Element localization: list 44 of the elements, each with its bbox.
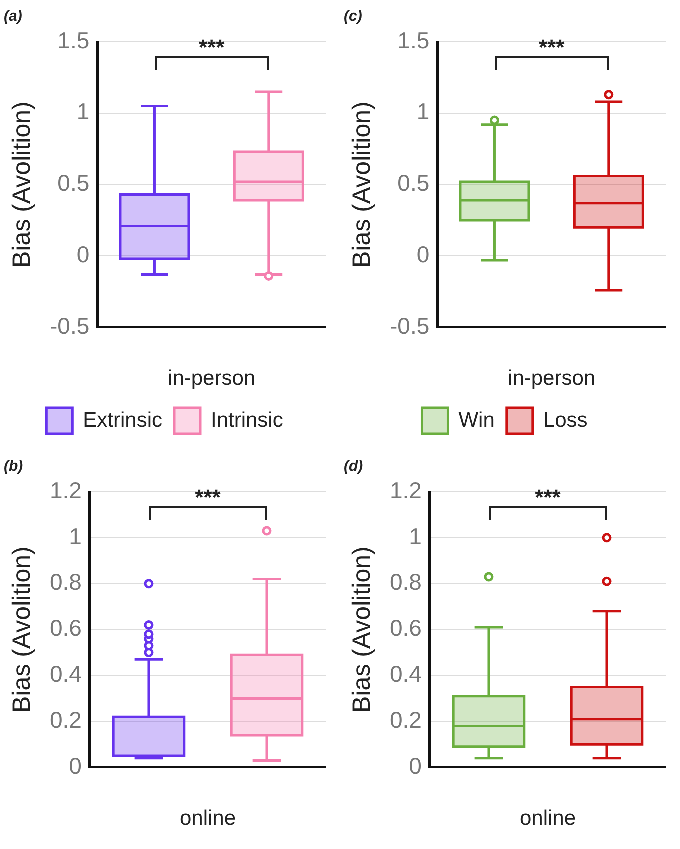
y-axis-title: Bias (Avolition)	[8, 102, 36, 268]
y-tick-label: -0.5	[390, 312, 430, 339]
y-tick-label: 0	[416, 242, 430, 268]
y-tick-label: 0	[69, 752, 82, 779]
x-axis-title: online	[520, 807, 576, 830]
y-tick-label: 0	[76, 242, 90, 268]
annotation: ***	[535, 485, 562, 510]
chart-title: (b)	[4, 458, 24, 476]
y-tick-label: 0.8	[50, 569, 82, 596]
y-tick-label: 1.2	[390, 477, 422, 504]
y-tick-label: 0.5	[58, 170, 90, 196]
legend-label: Extrinsic	[83, 408, 163, 432]
annotation: ***	[198, 35, 226, 60]
y-axis-title: Bias (Avolition)	[348, 102, 376, 268]
y-tick-label: 0.2	[50, 707, 82, 734]
y-tick-label: 1.2	[50, 477, 82, 504]
y-tick-label: 1	[409, 523, 422, 550]
y-tick-label: 0.4	[50, 661, 82, 688]
legend-label: Loss	[543, 408, 588, 432]
y-tick-label: 0.2	[390, 707, 422, 734]
chart-title: (a)	[4, 8, 22, 26]
y-tick-label: 0	[409, 752, 422, 779]
y-tick-label: 1	[69, 523, 82, 550]
annotation: ***	[538, 35, 566, 60]
y-tick-label: 1.5	[58, 27, 90, 54]
y-axis-title: Bias (Avolition)	[8, 546, 36, 713]
x-axis-title: in-person	[168, 367, 256, 390]
y-tick-label: 0.6	[50, 615, 82, 642]
y-axis-title: Bias (Avolition)	[348, 546, 376, 713]
y-tick-label: 0.4	[390, 661, 422, 688]
y-tick-label: 0.5	[398, 170, 430, 196]
y-tick-label: 1	[416, 98, 430, 125]
legend-label: Win	[458, 408, 495, 432]
y-tick-label: 1.5	[398, 27, 430, 54]
y-tick-label: 0.6	[390, 615, 422, 642]
legend-label: Intrinsic	[210, 408, 284, 432]
y-tick-label: -0.5	[50, 312, 90, 339]
x-axis-title: online	[180, 807, 236, 830]
x-axis-title: in-person	[508, 367, 596, 390]
y-tick-label: 1	[76, 98, 90, 125]
y-tick-label: 0.8	[390, 569, 422, 596]
chart-title: (c)	[344, 8, 362, 26]
annotation: ***	[195, 485, 222, 510]
chart-title: (d)	[344, 458, 364, 476]
